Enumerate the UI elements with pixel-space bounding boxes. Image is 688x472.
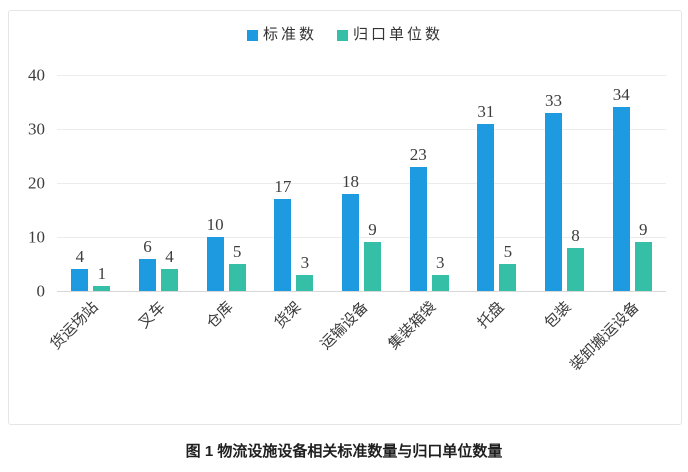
chart-legend: 标准数 归口单位数 — [9, 26, 681, 44]
figure-caption: 图 1 物流设施设备相关标准数量与归口单位数量 — [185, 443, 503, 460]
bar-standards: 17 — [274, 178, 292, 291]
legend-label-units: 归口单位数 — [353, 26, 444, 43]
bar-units: 9 — [634, 221, 652, 291]
bar-group: 34 9 — [598, 75, 666, 291]
x-axis-label: 运输设备 — [318, 299, 373, 354]
bar-units: 4 — [161, 248, 178, 291]
bar-standards: 18 — [342, 173, 360, 291]
bar-standards: 23 — [409, 146, 427, 291]
bar-units: 3 — [431, 254, 449, 291]
x-axis-labels: 货运场站 叉车 仓库 货架 运输设备 集装箱袋 托盘 包装 装卸搬运设备 — [48, 291, 666, 413]
bar-group: 23 3 — [395, 75, 463, 291]
bar-value-label: 31 — [477, 101, 495, 121]
legend-marker-units — [337, 29, 348, 41]
bar-value-label: 4 — [165, 247, 174, 267]
bar-standards: 33 — [545, 92, 563, 291]
y-axis-tick-label: 0 — [36, 281, 46, 301]
legend-item-units: 归口单位数 — [337, 26, 444, 43]
bar-group: 18 9 — [328, 75, 396, 291]
x-axis-label: 货运场站 — [47, 299, 102, 354]
x-axis-label: 货架 — [271, 299, 305, 332]
legend-label-standards: 标准数 — [262, 26, 317, 43]
bar-units: 5 — [499, 243, 517, 291]
x-axis-label: 集装箱袋 — [386, 299, 440, 354]
bar-value-label: 17 — [274, 177, 292, 197]
bar-units: 5 — [228, 243, 246, 291]
y-axis: 40 30 20 10 0 — [9, 67, 57, 300]
bar-value-label: 18 — [342, 171, 360, 191]
chart-frame: 标准数 归口单位数 40 30 20 10 0 4 1 6 4 10 5 17 3 18 9 23 3 31 5 33… — [8, 10, 682, 425]
y-axis-tick-label: 10 — [28, 227, 45, 247]
x-axis-label: 托盘 — [474, 299, 508, 332]
bar-group: 10 5 — [192, 75, 260, 291]
x-axis-label: 装卸搬运设备 — [567, 299, 643, 375]
plot-row: 40 30 20 10 0 4 1 6 4 10 5 17 3 18 9 23 3 31 5 33 8 34 9 — [9, 67, 681, 300]
plot-area: 4 1 6 4 10 5 17 3 18 9 23 3 31 5 33 8 34 9 — [57, 75, 666, 292]
bar-value-label: 9 — [368, 220, 377, 240]
x-axis-line — [57, 291, 666, 292]
gridline — [57, 237, 666, 238]
bar-group: 33 8 — [531, 75, 599, 291]
legend-item-standards: 标准数 — [246, 26, 317, 43]
bar-units: 3 — [296, 254, 314, 291]
x-axis-label: 仓库 — [204, 299, 237, 332]
bar-value-label: 34 — [612, 85, 630, 105]
bar-value-label: 3 — [300, 252, 310, 272]
y-axis-tick-label: 30 — [28, 119, 45, 139]
bar-units: 9 — [364, 221, 382, 291]
bar-value-label: 1 — [97, 263, 107, 283]
gridline — [57, 75, 666, 76]
legend-marker-standards — [246, 29, 258, 41]
bar-group: 31 5 — [463, 75, 531, 291]
bar-standards: 4 — [71, 248, 89, 291]
bar-value-label: 8 — [571, 225, 580, 245]
bar-value-label: 9 — [638, 220, 648, 240]
bar-standards: 31 — [477, 103, 495, 291]
bar-groups: 4 1 6 4 10 5 17 3 18 9 23 3 31 5 33 8 34 9 — [57, 75, 666, 291]
bar-value-label: 4 — [75, 247, 85, 267]
bar-group: 17 3 — [260, 75, 328, 291]
y-axis-tick-label: 40 — [28, 65, 45, 85]
bar-value-label: 10 — [206, 215, 224, 234]
bar-value-label: 33 — [545, 90, 563, 110]
gridline — [57, 183, 666, 184]
bar-value-label: 5 — [232, 242, 242, 261]
bar-value-label: 23 — [409, 144, 427, 164]
bar-units: 1 — [93, 265, 111, 291]
bar-standards: 10 — [206, 216, 224, 291]
bar-units: 8 — [567, 227, 585, 291]
x-axis-label: 叉车 — [136, 299, 170, 332]
bar-value-label: 5 — [503, 242, 513, 261]
bar-value-label: 6 — [143, 236, 152, 256]
gridline — [57, 129, 666, 130]
bar-standards: 6 — [139, 238, 156, 291]
bar-value-label: 3 — [435, 252, 445, 272]
bar-standards: 34 — [612, 86, 630, 291]
x-axis-label: 包装 — [542, 299, 576, 332]
y-axis-tick-label: 20 — [28, 173, 45, 193]
